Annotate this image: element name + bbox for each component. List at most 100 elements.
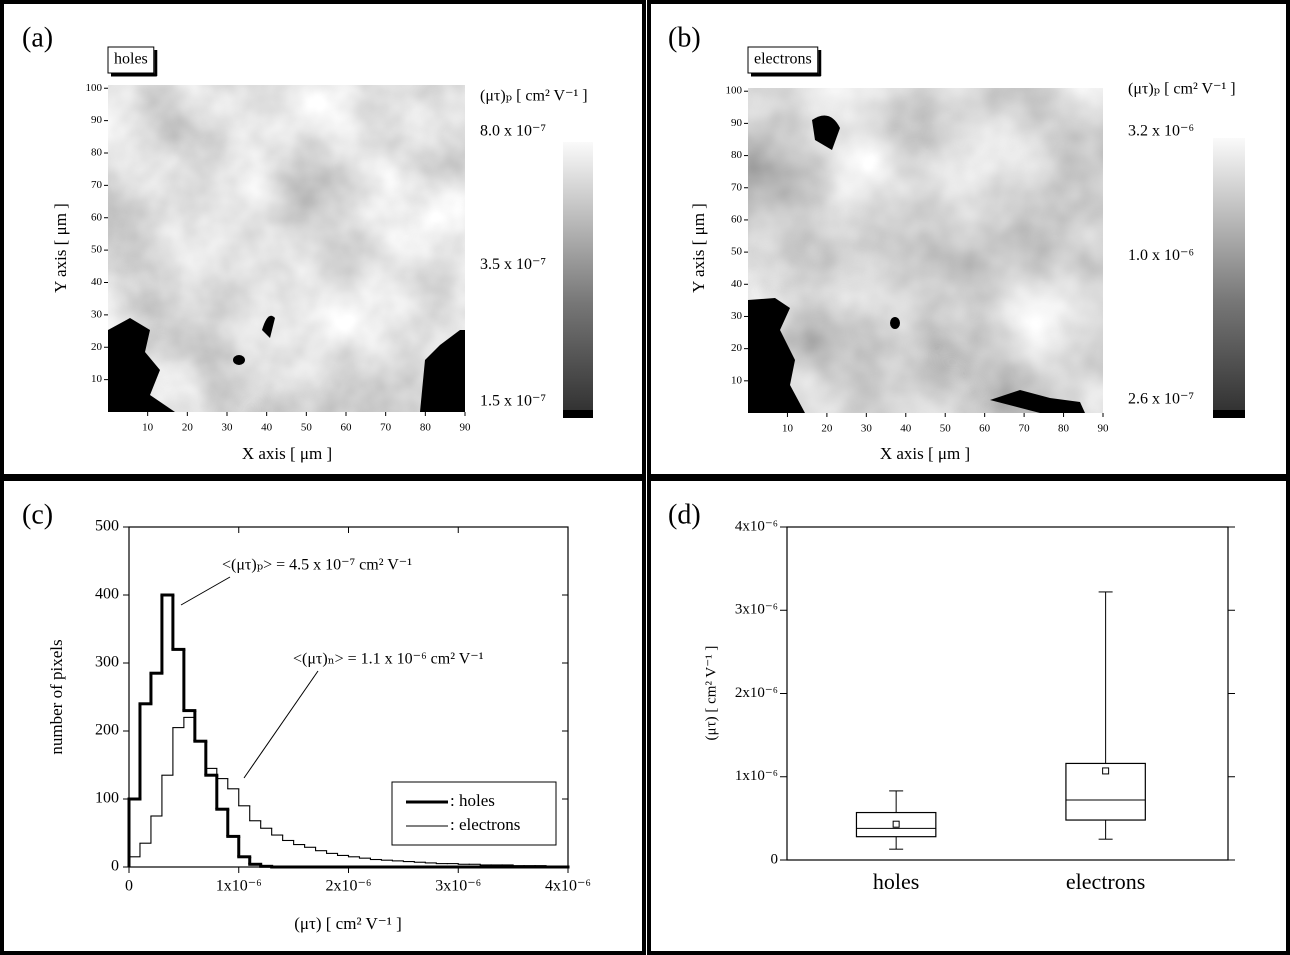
colorbar-tick-label: 3.5 x 10⁻⁷	[480, 256, 546, 273]
y-tick-label: 30	[91, 308, 103, 320]
x-tick-label: 30	[222, 422, 234, 434]
annotation-leader	[243, 670, 319, 779]
panel-label: (b)	[668, 22, 701, 53]
y-tick-label: 40	[731, 278, 743, 290]
colorbar	[1213, 138, 1245, 410]
panel-label: (c)	[22, 499, 53, 530]
x-tick-label: 20	[182, 422, 194, 434]
y-tick-label: 60	[91, 211, 103, 223]
map-tag-box	[747, 46, 819, 74]
mean-marker	[892, 820, 900, 828]
x-axis-title: X axis [ μm ]	[242, 444, 332, 463]
x-tick-label: 0	[125, 878, 133, 895]
x-tick-label: 80	[420, 422, 432, 434]
x-tick-label: 90	[460, 422, 472, 434]
box	[855, 811, 937, 838]
map-tag: holes	[114, 51, 148, 68]
y-tick-label: 50	[91, 244, 103, 256]
x-axis-title: (μτ) [ cm² V⁻¹ ]	[294, 914, 402, 933]
colorbar-title: (μτ)ₚ [ cm² V⁻¹ ]	[1128, 81, 1236, 98]
y-tick-label: 20	[91, 341, 103, 353]
box	[1065, 762, 1146, 821]
y-tick-label: 80	[91, 147, 103, 159]
map-dark-region	[108, 318, 175, 412]
x-tick-label: 60	[341, 422, 353, 434]
x-tick-label: 3x10⁻⁶	[435, 878, 481, 895]
y-axis-title: Y axis [ μm ]	[51, 203, 70, 293]
y-axis-title: number of pixels	[47, 639, 66, 754]
legend-box	[391, 781, 557, 846]
annotation: <(μτ)ₙ> = 1.1 x 10⁻⁶ cm² V⁻¹	[293, 651, 484, 668]
y-tick-label: 0	[771, 851, 779, 867]
y-tick-label: 500	[95, 518, 119, 535]
legend-label: : holes	[450, 791, 495, 810]
colorbar-tick-label: 1.5 x 10⁻⁷	[480, 393, 546, 410]
panel-label: (d)	[668, 499, 701, 530]
y-tick-label: 2x10⁻⁶	[735, 685, 778, 701]
y-tick-label: 70	[731, 181, 743, 193]
x-tick-label: 20	[821, 423, 833, 435]
y-axis-title: Y axis [ μm ]	[689, 203, 708, 293]
x-tick-label: electrons	[1066, 869, 1145, 894]
x-tick-label: 80	[1058, 423, 1070, 435]
y-tick-label: 100	[86, 82, 103, 94]
y-tick-label: 3x10⁻⁶	[735, 602, 778, 618]
x-tick-label: 70	[380, 422, 392, 434]
y-tick-label: 4x10⁻⁶	[735, 518, 778, 534]
colorbar-tick-label: 8.0 x 10⁻⁷	[480, 123, 546, 140]
mean-marker	[1102, 767, 1110, 775]
colorbar-tick-label: 3.2 x 10⁻⁶	[1128, 123, 1194, 140]
map-dark-region	[748, 298, 805, 413]
map-dark-region	[420, 330, 465, 412]
x-tick-label: 1x10⁻⁶	[216, 878, 262, 895]
x-tick-label: 50	[301, 422, 313, 434]
x-tick-label: 10	[782, 423, 794, 435]
colorbar-floor	[563, 410, 593, 418]
y-tick-label: 400	[95, 586, 119, 603]
plot-frame	[786, 526, 1229, 861]
map-image	[748, 88, 1103, 413]
map-image	[108, 85, 465, 412]
colorbar-tick-label: 2.6 x 10⁻⁷	[1128, 391, 1194, 408]
x-tick-label: 50	[940, 423, 952, 435]
y-tick-label: 0	[111, 858, 119, 875]
y-tick-label: 50	[731, 246, 743, 258]
y-tick-label: 10	[731, 374, 743, 386]
y-tick-label: 30	[731, 310, 743, 322]
colorbar-floor	[1213, 410, 1245, 418]
x-tick-label: 30	[861, 423, 873, 435]
map-dark-region	[990, 390, 1085, 413]
x-tick-label: 40	[900, 423, 912, 435]
y-tick-label: 90	[91, 114, 103, 126]
map-dark-region	[812, 115, 840, 150]
y-tick-label: 80	[731, 149, 743, 161]
map-dark-region	[890, 317, 900, 329]
y-tick-label: 70	[91, 179, 103, 191]
y-axis-title: (μτ) [ cm² V⁻¹ ]	[703, 646, 719, 741]
colorbar	[563, 142, 593, 410]
y-tick-label: 60	[731, 213, 743, 225]
y-tick-label: 300	[95, 654, 119, 671]
y-tick-label: 20	[731, 342, 743, 354]
x-tick-label: 60	[979, 423, 991, 435]
y-tick-label: 40	[91, 276, 103, 288]
x-tick-label: holes	[873, 869, 919, 894]
annotation-leader	[180, 576, 231, 606]
annotation: <(μτ)ₚ> = 4.5 x 10⁻⁷ cm² V⁻¹	[222, 557, 412, 574]
map-tag-box	[107, 46, 155, 74]
x-tick-label: 4x10⁻⁶	[545, 878, 591, 895]
x-axis-title: X axis [ μm ]	[880, 444, 970, 463]
legend-label: : electrons	[450, 815, 520, 834]
panel-label: (a)	[22, 22, 53, 53]
y-tick-label: 10	[91, 373, 103, 385]
y-tick-label: 100	[726, 85, 743, 97]
x-tick-label: 10	[142, 422, 154, 434]
x-tick-label: 90	[1098, 423, 1110, 435]
x-tick-label: 2x10⁻⁶	[325, 878, 371, 895]
y-tick-label: 100	[95, 790, 119, 807]
x-tick-label: 40	[261, 422, 273, 434]
x-tick-label: 70	[1019, 423, 1031, 435]
y-tick-label: 200	[95, 722, 119, 739]
